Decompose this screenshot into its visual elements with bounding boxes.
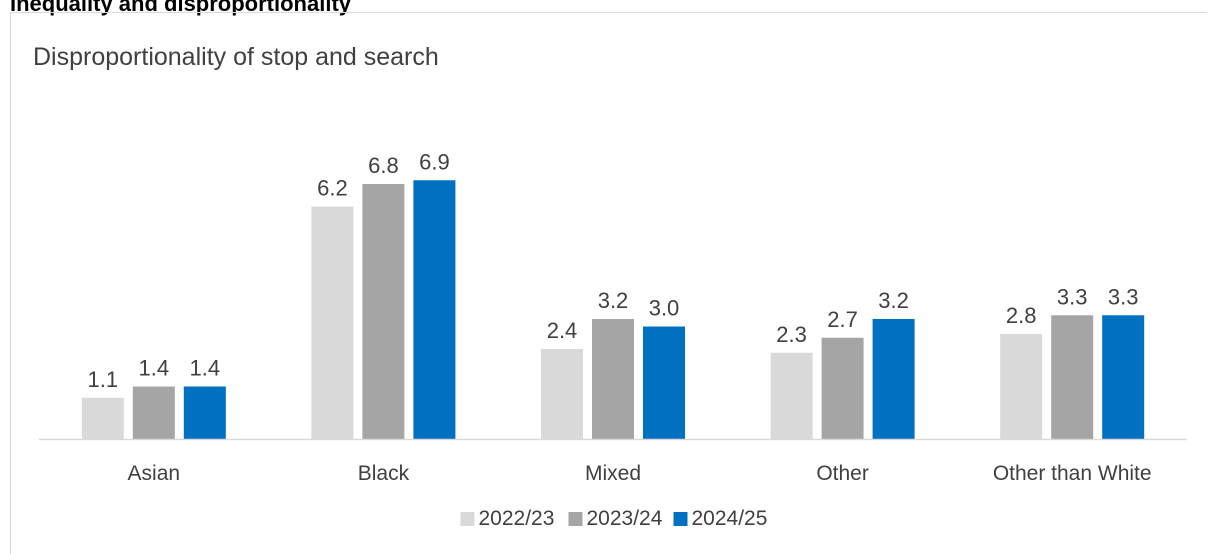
data-label-black-2023-24: 6.8 [368,153,399,178]
data-label-mixed-2022-23: 2.4 [547,318,578,343]
x-tick-labels-group: Asian Black Mixed Other Other than White [128,462,1152,485]
data-label-mixed-2023-24: 3.2 [598,288,629,313]
legend-label-2022-23: 2022/23 [479,507,555,530]
data-label-black-2022-23: 6.2 [317,176,348,201]
bar-asian-2024-25 [183,386,226,439]
x-tick-label-asian: Asian [128,462,181,485]
data-label-other-than-white-2024-25: 3.3 [1108,284,1139,309]
chart-title: Disproportionality of stop and search [33,43,439,71]
bar-other-than-white-2023-24 [1051,315,1094,439]
data-label-other-2022-23: 2.3 [776,322,807,347]
bar-asian-2022-23 [81,397,124,439]
data-label-asian-2024-25: 1.4 [190,356,221,381]
data-label-mixed-2024-25: 3.0 [649,296,680,321]
x-tick-label-mixed: Mixed [585,462,641,485]
bar-other-2024-25 [872,319,915,439]
data-label-asian-2022-23: 1.1 [88,367,119,392]
x-tick-label-other-than-white: Other than White [993,462,1152,485]
bars-group [81,180,1145,439]
legend-swatch-2023-24 [568,512,583,526]
bar-black-2024-25 [413,180,456,439]
data-label-other-2024-25: 3.2 [878,288,909,313]
x-tick-label-black: Black [358,462,410,485]
bar-mixed-2022-23 [541,349,583,439]
bar-mixed-2023-24 [592,319,634,439]
bar-mixed-2024-25 [643,326,685,439]
data-labels-group: 1.1 1.4 1.4 6.2 6.8 6.9 2.4 3.2 3.0 2.3 2.7 3.2 2.8 3… [88,149,1139,392]
data-label-other-than-white-2023-24: 3.3 [1057,284,1088,309]
bar-other-2022-23 [770,352,813,439]
x-tick-label-other: Other [816,462,869,485]
data-label-other-2023-24: 2.7 [827,307,858,332]
legend-label-2023-24: 2023/24 [587,507,663,530]
bar-other-than-white-2022-23 [1000,334,1043,439]
data-label-asian-2023-24: 1.4 [139,356,170,381]
legend: 2022/23 2023/24 2024/25 [460,507,768,530]
bar-black-2022-23 [311,206,354,439]
bar-asian-2023-24 [132,386,175,439]
chart-canvas: Disproportionality of stop and search 1.… [33,43,1187,530]
bar-other-2023-24 [821,337,864,439]
legend-swatch-2024-25 [673,512,688,526]
chart-frame: Disproportionality of stop and search 1.… [10,12,1207,554]
bar-other-than-white-2024-25 [1102,315,1145,439]
bar-black-2023-24 [362,184,405,439]
data-label-other-than-white-2022-23: 2.8 [1006,303,1037,328]
legend-label-2024-25: 2024/25 [692,507,768,530]
legend-swatch-2022-23 [460,512,475,526]
data-label-black-2024-25: 6.9 [419,149,450,174]
